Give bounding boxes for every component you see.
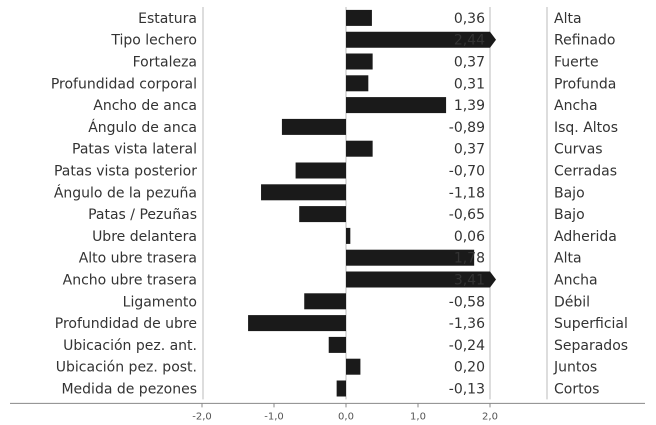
category-label: Medida de pezones	[61, 382, 197, 398]
descriptor-label: Separados	[554, 338, 628, 354]
category-label: Tipo lechero	[110, 33, 197, 49]
x-tick-label: 1,0	[410, 411, 426, 422]
category-label: Ubicación pez. post.	[56, 360, 197, 376]
value-label: 0,31	[454, 76, 485, 92]
value-label: -1,18	[449, 185, 485, 201]
bar	[261, 184, 346, 201]
value-label: 1,78	[454, 251, 485, 267]
bar	[248, 315, 346, 332]
descriptor-label: Superficial	[554, 316, 628, 332]
x-tick-label: 2,0	[482, 411, 498, 422]
value-label: -0,89	[449, 120, 485, 136]
descriptor-label: Isq. Altos	[554, 120, 618, 136]
bar	[346, 9, 372, 26]
category-label: Patas vista posterior	[54, 164, 197, 180]
x-tick-label: -1,0	[264, 411, 284, 422]
x-tick-label: -2,0	[192, 411, 212, 422]
descriptor-label: Fuerte	[554, 55, 599, 71]
value-label: -0,70	[449, 164, 485, 180]
bar	[346, 53, 373, 70]
category-label: Ubicación pez. ant.	[63, 338, 197, 354]
descriptor-label: Profunda	[554, 76, 616, 92]
bar	[346, 249, 475, 266]
bar	[346, 271, 496, 288]
value-label: 0,20	[454, 360, 485, 376]
category-label: Ángulo de la pezuña	[54, 184, 197, 201]
descriptor-label: Alta	[554, 11, 582, 27]
bar	[295, 162, 346, 179]
category-label: Patas vista lateral	[72, 142, 197, 158]
value-label: 3,41	[454, 273, 485, 289]
descriptor-label: Adherida	[554, 229, 617, 245]
category-label: Profundidad de ubre	[55, 316, 197, 332]
category-label: Ángulo de anca	[88, 119, 197, 136]
category-label: Profundidad corporal	[51, 76, 197, 92]
descriptor-label: Alta	[554, 251, 582, 267]
value-label: -0,24	[449, 338, 485, 354]
descriptor-label: Cerradas	[554, 164, 617, 180]
descriptor-label: Ancha	[554, 98, 598, 114]
category-label: Ancho ubre trasera	[63, 273, 197, 289]
descriptor-label: Juntos	[553, 360, 597, 376]
bar	[346, 358, 361, 375]
value-label: 0,37	[454, 55, 485, 71]
category-label: Ancho de anca	[93, 98, 197, 114]
value-label: -0,65	[449, 207, 485, 223]
bar	[328, 336, 346, 353]
value-label: -0,58	[449, 294, 485, 310]
category-label: Fortaleza	[133, 55, 197, 71]
category-label: Ubre delantera	[92, 229, 197, 245]
descriptor-label: Bajo	[554, 207, 585, 223]
bar	[304, 293, 346, 310]
value-label: 0,37	[454, 142, 485, 158]
bar	[346, 75, 369, 92]
category-label: Alto ubre trasera	[79, 251, 197, 267]
bar	[346, 227, 351, 244]
category-label: Patas / Pezuñas	[88, 207, 197, 223]
value-label: 1,39	[454, 98, 485, 114]
bar	[346, 31, 496, 48]
value-label: 2,44	[454, 33, 485, 49]
descriptor-label: Ancha	[554, 273, 598, 289]
descriptor-label: Refinado	[554, 33, 615, 49]
category-label: Estatura	[138, 11, 197, 27]
value-label: 0,36	[454, 11, 485, 27]
descriptor-label: Curvas	[554, 142, 603, 158]
value-label: 0,06	[454, 229, 485, 245]
x-tick-label: 0,0	[338, 411, 354, 422]
value-label: -0,13	[449, 382, 485, 398]
category-label: Ligamento	[123, 294, 197, 310]
bar	[299, 206, 346, 223]
descriptor-label: Cortos	[554, 382, 599, 398]
bar	[336, 380, 346, 397]
bar	[346, 140, 373, 157]
value-label: -1,36	[449, 316, 485, 332]
descriptor-label: Bajo	[554, 185, 585, 201]
bar	[346, 97, 447, 114]
descriptor-label: Débil	[554, 294, 590, 310]
bar	[281, 118, 346, 135]
